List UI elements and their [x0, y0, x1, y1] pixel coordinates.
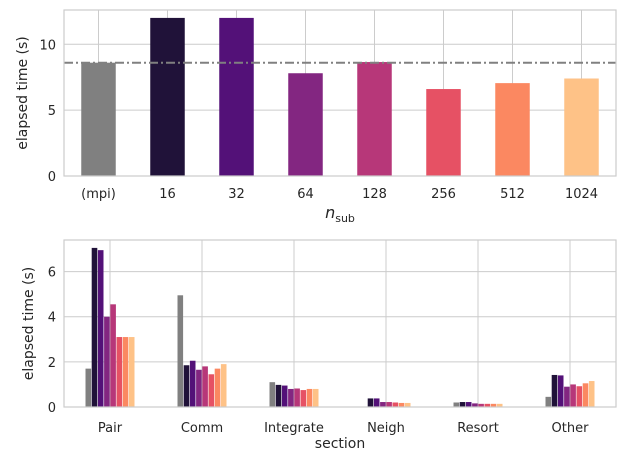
bottom-bar [116, 337, 123, 407]
bottom-bar [275, 384, 282, 407]
bottom-bar [392, 402, 399, 407]
bottom-bar [128, 337, 135, 407]
bottom-xlabel: section [315, 436, 365, 452]
bottom-bar [110, 304, 116, 407]
top-xtick-label: (mpi) [81, 187, 116, 202]
bottom-axes-frame [63, 239, 617, 408]
bottom-bar [214, 368, 221, 407]
top-xlabel: nsub [325, 203, 355, 225]
bottom-bar [177, 295, 184, 407]
bottom-bar [380, 402, 386, 407]
top-xlabel-main: n [325, 203, 335, 222]
bottom-bar [97, 250, 104, 407]
bottom-bar [269, 382, 276, 407]
bottom-bar [85, 368, 92, 407]
bottom-bar [91, 247, 98, 407]
top-xtick-label: 256 [431, 187, 456, 202]
top-xtick-label: 64 [297, 187, 314, 202]
bottom-bar [208, 374, 215, 407]
top-xtick-label: 128 [362, 187, 387, 202]
bottom-bar [484, 403, 491, 407]
bottom-bar [189, 360, 196, 407]
bottom-bar [478, 403, 484, 407]
top-xtick-label: 1024 [565, 187, 598, 202]
bottom-bar [465, 402, 472, 407]
top-bar [426, 89, 461, 176]
top-xlabel-subscript: sub [335, 212, 355, 225]
bottom-bar [582, 383, 589, 407]
bottom-bar [545, 396, 552, 407]
bottom-xtick-label: Integrate [264, 421, 324, 436]
top-bar [357, 62, 392, 176]
bottom-bar [373, 398, 380, 407]
bottom-bar [220, 364, 227, 407]
bottom-bar [183, 365, 190, 407]
top-xtick-label: 512 [500, 187, 525, 202]
bottom-ytick-label: 2 [48, 356, 56, 371]
bottom-bar [196, 369, 202, 407]
bottom-xtick-label: Resort [457, 421, 499, 436]
bottom-bar [398, 402, 405, 407]
top-chart-elapsed-time-by-nsub: 0 5 10 (mpi) 16 32 64 128 256 512 1024 elapsed time… [15, 9, 617, 225]
bottom-bar [557, 375, 564, 407]
top-ytick-label: 5 [48, 104, 56, 119]
bottom-bar [367, 398, 374, 407]
top-axes-frame [63, 9, 617, 177]
top-ytick-label: 0 [48, 170, 56, 185]
bottom-bar [386, 402, 392, 407]
bottom-bar [551, 374, 558, 407]
top-ytick-label: 10 [39, 38, 56, 53]
bottom-ytick-label: 0 [48, 401, 56, 416]
top-bar [288, 73, 323, 176]
bottom-bar [576, 386, 583, 407]
top-ylabel: elapsed time (s) [15, 36, 31, 150]
bottom-bar [288, 388, 294, 407]
top-bar [219, 17, 254, 177]
bottom-bar [490, 403, 497, 407]
bottom-bar [281, 385, 288, 407]
bottom-ylabel: elapsed time (s) [21, 267, 37, 381]
bottom-bar [404, 402, 411, 407]
bottom-bar [496, 403, 503, 407]
bottom-ytick-label: 6 [48, 266, 56, 281]
bottom-bar [564, 386, 570, 407]
top-xtick-label: 32 [228, 187, 245, 202]
bottom-bar [300, 390, 307, 407]
bottom-bar [588, 381, 595, 407]
bottom-bar [294, 388, 300, 407]
bottom-xtick-label: Neigh [367, 421, 405, 436]
top-bar [495, 83, 530, 176]
bottom-bar [453, 402, 460, 407]
bottom-xtick-label: Pair [98, 421, 123, 436]
bottom-bar [122, 337, 129, 407]
bottom-bar [472, 403, 478, 407]
bottom-xtick-label: Comm [181, 421, 223, 436]
bottom-bar [306, 388, 313, 407]
bottom-bar [312, 388, 319, 407]
top-bar [150, 17, 185, 177]
bottom-bar [459, 402, 466, 407]
top-bar [81, 62, 116, 177]
bottom-chart-elapsed-time-by-section: 0 2 4 6 Pair Comm Integrate Neigh Resort Other ela… [21, 239, 617, 452]
bottom-bar [104, 316, 110, 407]
bottom-bar [570, 384, 576, 407]
bottom-bar [202, 366, 208, 407]
top-xtick-label: 16 [159, 187, 176, 202]
bottom-ytick-label: 4 [48, 311, 56, 326]
top-bar [564, 78, 599, 176]
bottom-xtick-label: Other [552, 421, 590, 436]
